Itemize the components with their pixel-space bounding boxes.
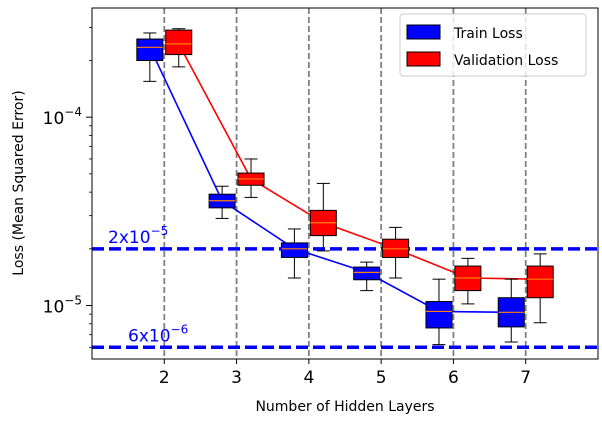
train-box-5	[353, 261, 381, 292]
legend-frame	[399, 13, 587, 77]
validation-box-3	[237, 158, 265, 198]
x-tick-label-4: 4	[303, 368, 314, 388]
axis-ticks: 2 3 4 5 6 7 10−5 10−4	[43, 26, 531, 388]
train-box-3	[208, 185, 236, 219]
x-tick-label-6: 6	[448, 368, 459, 388]
x-axis-label: Number of Hidden Layers	[255, 399, 434, 415]
train-box-2	[136, 32, 164, 82]
legend-label-train: Train Loss	[453, 26, 523, 42]
box-body	[136, 38, 164, 61]
reference-label-2: 6x10−6	[128, 322, 188, 346]
y-tick-label-1: 10−5	[43, 294, 82, 318]
x-tick-label-7: 7	[520, 368, 531, 388]
validation-box-4	[309, 182, 337, 252]
legend-swatch-validation	[406, 51, 441, 67]
legend: Train Loss Validation Loss	[399, 13, 587, 77]
validation-box-6	[454, 257, 482, 305]
y-axis-label: Loss (Mean Squared Error)	[11, 90, 27, 275]
plot-frame	[91, 7, 599, 360]
box-body	[425, 301, 453, 329]
box-body	[353, 266, 381, 281]
box-body	[280, 242, 308, 258]
train-box-7	[497, 278, 525, 343]
median-line-validation	[178, 43, 541, 280]
y-tick-label-2: 10−4	[43, 105, 82, 129]
validation-box-7	[526, 253, 554, 324]
box-body	[165, 29, 193, 56]
validation-box-2	[165, 28, 193, 68]
legend-label-validation: Validation Loss	[454, 53, 558, 69]
x-tick-label-3: 3	[231, 368, 242, 388]
train-box-6	[425, 278, 453, 346]
legend-swatch-train	[406, 24, 441, 40]
validation-box-5	[382, 226, 410, 279]
reference-label-1: 2x10−5	[108, 224, 168, 248]
train-box-4	[280, 228, 308, 279]
x-tick-label-2: 2	[159, 368, 170, 388]
x-tick-label-5: 5	[376, 368, 387, 388]
box-body	[526, 265, 554, 299]
